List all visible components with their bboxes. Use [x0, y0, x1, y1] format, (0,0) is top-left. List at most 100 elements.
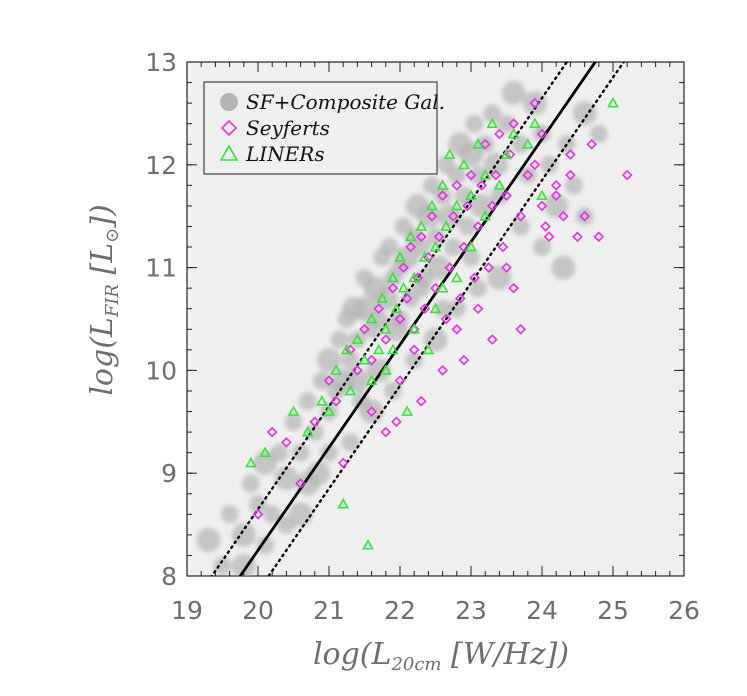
sf-composite-point [412, 279, 431, 298]
sf-composite-point [348, 330, 367, 349]
seyfert-point [557, 210, 569, 222]
liner-point [408, 271, 421, 283]
liner-point [507, 127, 520, 139]
sf-composite-point [320, 443, 338, 462]
seyfert-point [458, 354, 470, 366]
legend-label: LINERs [245, 142, 325, 166]
sf-composite-point [249, 495, 267, 514]
sf-composite-point [277, 515, 296, 534]
seyfert-point [522, 169, 534, 181]
upper-bound-line [210, 62, 569, 576]
liner-point [529, 117, 541, 129]
sf-composite-point [454, 186, 473, 205]
seyfert-point [501, 262, 512, 273]
sf-composite-point [231, 522, 256, 547]
seyfert-point [479, 138, 491, 150]
seyfert-point [437, 365, 448, 376]
sf-composite-point [533, 238, 551, 257]
seyfert-point [405, 241, 416, 253]
liner-point [365, 312, 378, 324]
seyfert-point [508, 282, 519, 294]
liner-point [379, 364, 392, 375]
seyfert-point [401, 293, 413, 304]
y-tick-label: 8 [161, 562, 177, 591]
seyfert-point [419, 303, 431, 315]
seyfert-point [529, 97, 541, 109]
liner-point [429, 240, 442, 252]
seyfert-point [515, 210, 527, 222]
y-tick-label: 12 [145, 151, 177, 180]
seyfert-point [380, 426, 392, 438]
liner-point [387, 271, 399, 283]
seyfert-point [494, 128, 505, 140]
sf-composite-point [359, 399, 384, 424]
seyfert-point [359, 323, 370, 335]
axis-tick-labels: 19 20 21 22 23 24 25 26 8 9 10 11 12 13 [145, 48, 700, 625]
sf-composite-point [380, 238, 399, 257]
liner-point [500, 148, 513, 159]
sf-composite-point [383, 381, 402, 400]
sf-composite-point [298, 392, 317, 411]
seyfert-point [621, 169, 633, 181]
sf-composite-point [433, 186, 452, 205]
seyfert-point [465, 169, 477, 181]
liner-point [450, 199, 463, 211]
liner-point [404, 230, 417, 242]
x-tick-label: 21 [313, 596, 345, 625]
seyfert-point [490, 169, 502, 181]
liner-point [472, 138, 484, 149]
legend-marker-sf-composite [220, 93, 238, 111]
seyfert-point [295, 478, 306, 489]
liner-point [458, 158, 470, 170]
seyfert-point [391, 416, 402, 428]
seyfert-point [586, 138, 598, 150]
seyfert-point [501, 190, 512, 201]
sf-composite-point [330, 330, 349, 349]
sf-composite-point [213, 556, 232, 575]
sf-composite-point [444, 238, 463, 257]
seyfert-point [430, 282, 441, 294]
liner-point [465, 240, 477, 252]
liner-point [450, 271, 463, 283]
sf-composite-point [511, 135, 530, 154]
seyfert-point [472, 303, 484, 315]
liner-point [245, 456, 257, 468]
sf-composite-point [352, 296, 377, 321]
liner-point [426, 199, 438, 211]
sf-composite-point [412, 238, 431, 257]
sf-composite-point [540, 155, 559, 174]
seyfert-point [486, 200, 498, 212]
seyfert-point [415, 395, 427, 407]
sf-composite-point [476, 135, 495, 154]
liner-point [376, 292, 389, 303]
seyfert-point [426, 210, 438, 222]
seyfert-point [437, 190, 448, 201]
legend-label: SF+Composite Gal. [246, 90, 445, 114]
lower-bound-line [267, 62, 626, 576]
seyfert-point [398, 262, 409, 273]
y-tick-label: 10 [145, 356, 177, 385]
sf-composite-point [469, 166, 488, 185]
sf-composite-point [320, 402, 338, 421]
liner-points [245, 96, 619, 550]
seyfert-point [373, 303, 385, 315]
liner-point [418, 251, 431, 262]
sf-composite-point [423, 327, 448, 352]
liner-point [365, 374, 378, 386]
liner-point [436, 282, 449, 293]
sf-composite-point [483, 104, 502, 123]
x-tick-label: 20 [242, 596, 274, 625]
seyfert-point [458, 241, 470, 253]
x-tick-label: 23 [455, 596, 487, 625]
sf-composite-point [291, 443, 310, 462]
liner-point [362, 539, 374, 550]
sf-composite-point [369, 310, 388, 328]
liner-point [387, 343, 399, 355]
sf-composite-point [305, 423, 324, 442]
liner-point [479, 210, 492, 221]
sf-composite-point [533, 124, 551, 143]
x-tick-label: 26 [668, 596, 700, 625]
liner-point [521, 138, 534, 149]
